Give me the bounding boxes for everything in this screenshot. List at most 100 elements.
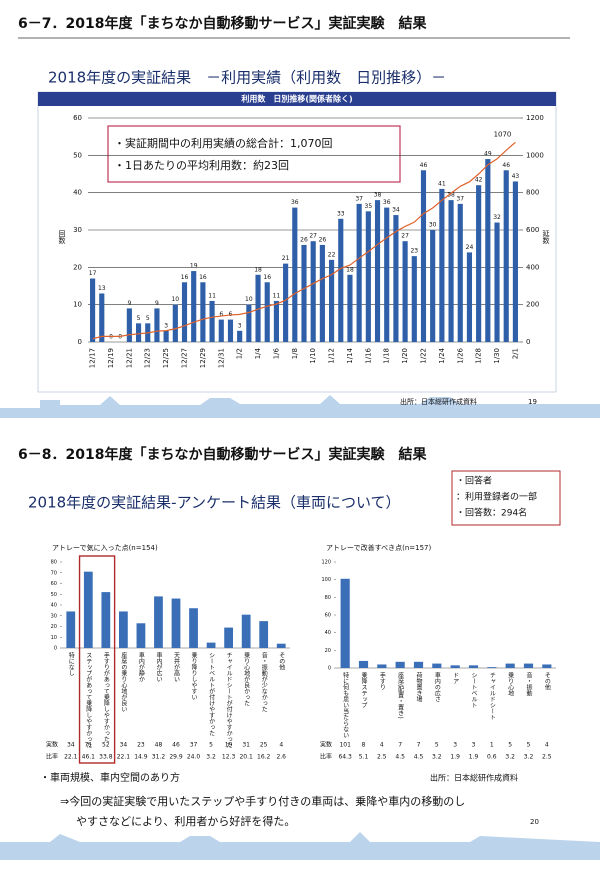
- count: 7: [398, 742, 402, 749]
- bar: [283, 263, 289, 342]
- info-box: [451, 470, 561, 526]
- bar: [237, 330, 243, 342]
- bar: [384, 207, 390, 342]
- bar: [154, 308, 160, 342]
- category-label: 荷物置き場: [415, 671, 422, 703]
- skyline: [0, 395, 600, 418]
- y2-tick-label: 0: [526, 338, 530, 346]
- x-tick-label: 12/21: [125, 348, 133, 368]
- data-label: 16: [199, 274, 207, 281]
- x-tick-label: 1/20: [401, 348, 409, 364]
- y2-tick-label: 1200: [526, 114, 544, 122]
- bar: [200, 282, 206, 342]
- source: 出所：日本総研作成資料: [400, 397, 477, 406]
- bar: [395, 661, 405, 668]
- x-tick-label: 1/6: [272, 347, 280, 359]
- conclusion: ⇒今回の実証実験で用いたステップや手すり付きの車両は、乗降や車内の移動のし: [60, 794, 465, 808]
- bar: [374, 200, 381, 342]
- chart-title: 利用数 日別推移(関係者除く): [240, 94, 352, 104]
- cumulative-line: [92, 141, 516, 340]
- category-label: 特になし: [67, 651, 74, 676]
- data-label: 11: [208, 292, 216, 299]
- data-label: 9: [127, 300, 131, 307]
- bar: [393, 215, 399, 342]
- bar: [432, 663, 442, 668]
- bar: [171, 598, 181, 648]
- ratio: 4.5: [395, 754, 405, 761]
- data-label: 21: [282, 255, 290, 262]
- bar: [468, 665, 479, 668]
- bar: [301, 244, 307, 342]
- data-label: 10: [171, 296, 179, 303]
- data-label: 37: [456, 195, 464, 202]
- category-label: チャイルドシート: [488, 672, 495, 720]
- y-tick-label: 60: [325, 613, 331, 619]
- bar: [340, 578, 350, 668]
- ratio: 2.6: [276, 754, 286, 761]
- x-tick-label: 1/26: [456, 347, 464, 363]
- category-label: シートベルトが付けやすかった: [208, 652, 215, 736]
- data-label: 19: [190, 263, 198, 270]
- count: 3: [453, 742, 457, 749]
- ratio: 2.5: [542, 754, 552, 761]
- ratio: 1.9: [469, 754, 479, 761]
- data-label: 9: [155, 300, 159, 307]
- bar: [101, 592, 111, 648]
- category-label: 天井が高い: [173, 652, 180, 682]
- x-tick-label: 1/4: [254, 347, 262, 359]
- bar: [273, 300, 279, 342]
- data-label: 3: [164, 322, 168, 329]
- x-tick-label: 2/1: [511, 348, 519, 359]
- bar: [119, 611, 128, 648]
- note-box: [107, 125, 401, 183]
- data-label: 22: [328, 251, 336, 258]
- x-tick-label: 12/19: [107, 348, 115, 368]
- data-label: 18: [254, 266, 262, 273]
- y-tick-label: 60: [51, 581, 57, 587]
- count: 4: [279, 742, 283, 749]
- data-label: 36: [383, 199, 391, 206]
- y-tick-label: 120: [321, 560, 331, 566]
- y-tick-label: 40: [73, 189, 82, 197]
- y2-tick-label: 800: [526, 189, 539, 197]
- ratio: 20.1: [239, 754, 253, 761]
- bar: [503, 170, 509, 342]
- ratio: 5.1: [359, 754, 369, 761]
- data-label: 5: [146, 315, 150, 322]
- subtitle: 2018年度の実証結果-アンケート結果（車両について）: [28, 494, 401, 512]
- bar: [246, 304, 252, 342]
- source: 出所：日本総研作成資料: [430, 773, 518, 783]
- ratio: 2.5: [377, 754, 387, 761]
- bar: [154, 596, 163, 648]
- category-label: 乗り心地: [507, 672, 514, 696]
- ratio: 31.2: [152, 754, 166, 761]
- category-label: 乗り降りしやすい: [190, 652, 197, 700]
- bar: [485, 159, 491, 342]
- data-label: 34: [392, 207, 400, 214]
- x-tick-label: 12/27: [181, 348, 189, 368]
- bar: [259, 621, 269, 648]
- category-label: チャイルドシートが付けやすかった: [225, 652, 232, 748]
- bar: [523, 663, 534, 668]
- bar: [413, 661, 424, 668]
- data-label: 24: [466, 244, 474, 251]
- x-tick-label: 12/31: [217, 348, 225, 368]
- info: ：利用登録者の一部: [456, 491, 537, 503]
- bar: [310, 241, 316, 342]
- ratio: 64.3: [338, 754, 352, 761]
- bar: [126, 308, 132, 342]
- data-label: 33: [337, 210, 345, 217]
- bar: [338, 218, 344, 342]
- conclusion: やすさなどにより、利用者から好評を得た。: [76, 814, 295, 828]
- bar: [218, 319, 224, 342]
- page-number: 19: [528, 398, 537, 406]
- data-label: 5: [137, 315, 141, 322]
- bar: [512, 181, 518, 342]
- category-label: シートベルト: [470, 672, 477, 708]
- count: 5: [508, 742, 512, 749]
- y-tick-label: 100: [321, 577, 331, 583]
- y2-axis-label: 延数: [542, 229, 550, 245]
- y2-tick-label: 200: [526, 301, 539, 309]
- ratio: 3.2: [206, 754, 216, 761]
- category-label: 車内が広い: [155, 651, 162, 682]
